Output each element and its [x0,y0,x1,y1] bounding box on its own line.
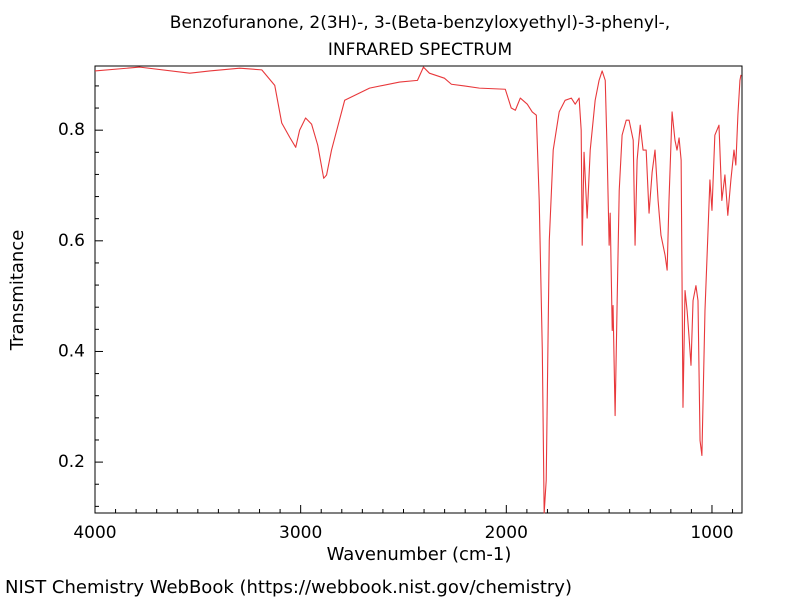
x-tick-label: 4000 [73,523,116,543]
y-tick-label: 0.6 [58,231,85,251]
y-tick-label: 0.8 [58,120,85,140]
spectrum-line [94,66,742,514]
y-tick-label: 0.4 [58,341,85,361]
plot-frame [94,65,743,514]
y-axis-label: Transmitance [7,230,28,352]
x-tick-label: 3000 [279,523,322,543]
x-axis-label: Wavenumber (cm-1) [327,544,512,565]
y-tick-label: 0.2 [58,452,85,472]
chart-subtitle: INFRARED SPECTRUM [328,40,512,60]
chart-title: Benzofuranone, 2(3H)-, 3-(Beta-benzyloxy… [170,13,670,33]
footer: NIST Chemistry WebBook (https://webbook.… [5,577,572,598]
x-tick-label: 2000 [485,523,528,543]
x-tick-label: 1000 [690,523,733,543]
